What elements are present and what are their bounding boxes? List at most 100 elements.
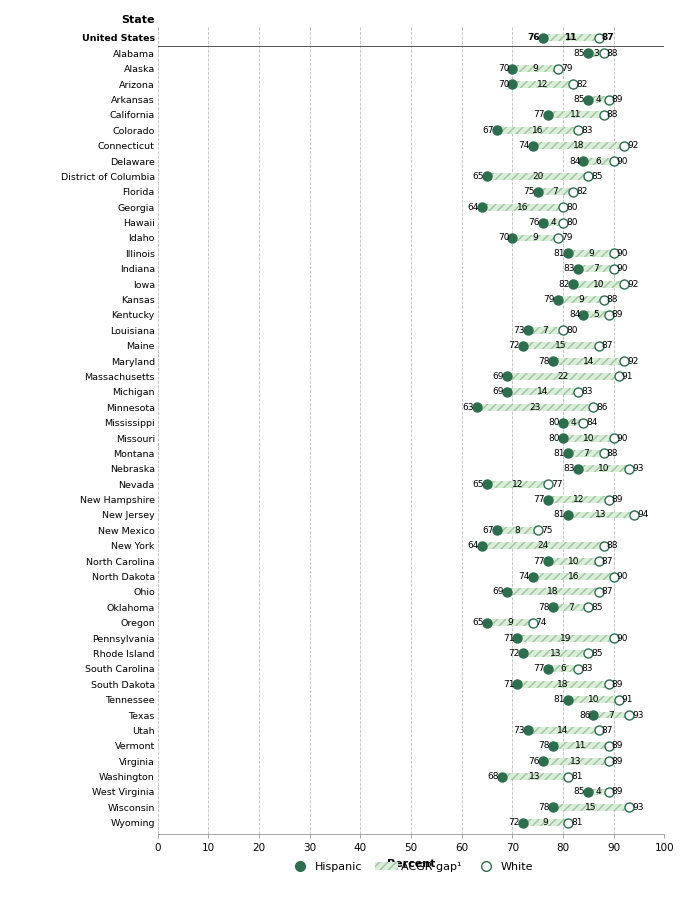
Bar [553, 804, 629, 811]
Text: 78: 78 [538, 357, 550, 366]
Bar [578, 265, 614, 272]
Bar [523, 650, 588, 657]
Text: 69: 69 [493, 372, 504, 381]
Text: 91: 91 [622, 695, 634, 704]
Text: 82: 82 [576, 80, 588, 89]
Bar [527, 727, 599, 734]
Bar [502, 773, 568, 780]
Text: 87: 87 [601, 726, 613, 735]
Text: 69: 69 [493, 587, 504, 596]
Text: 10: 10 [567, 556, 579, 565]
Bar [517, 680, 609, 688]
Bar [553, 358, 624, 364]
Bar [508, 589, 599, 595]
Bar [584, 158, 614, 165]
Bar [527, 327, 563, 333]
Text: 77: 77 [534, 556, 545, 565]
Bar [553, 604, 588, 611]
Bar [523, 342, 599, 349]
Bar [497, 127, 578, 134]
Text: 76: 76 [528, 757, 540, 766]
Text: 89: 89 [612, 95, 623, 104]
Text: 88: 88 [607, 295, 618, 304]
Text: 22: 22 [558, 372, 569, 381]
Text: 90: 90 [616, 265, 628, 274]
Text: 84: 84 [586, 419, 598, 427]
Text: 81: 81 [571, 772, 583, 781]
Bar [568, 450, 603, 457]
Bar [508, 373, 619, 380]
Text: 16: 16 [516, 203, 528, 212]
Bar [508, 589, 599, 595]
Text: 68: 68 [488, 772, 499, 781]
Text: 16: 16 [532, 126, 543, 135]
Text: 7: 7 [608, 710, 614, 719]
Text: 7: 7 [553, 188, 558, 197]
Bar [584, 312, 609, 318]
Bar [497, 527, 538, 534]
Text: 4: 4 [596, 787, 601, 796]
Bar [517, 680, 609, 688]
Text: 3: 3 [593, 49, 599, 58]
Bar [568, 512, 634, 518]
Text: 84: 84 [569, 157, 580, 166]
Bar [568, 450, 603, 457]
Text: 78: 78 [538, 602, 550, 612]
Text: 64: 64 [468, 541, 479, 550]
Bar [477, 404, 593, 410]
Text: 15: 15 [555, 342, 566, 351]
Text: 70: 70 [498, 234, 510, 243]
Text: 9: 9 [532, 234, 538, 243]
Text: 65: 65 [473, 172, 484, 181]
Text: 88: 88 [607, 111, 618, 120]
Text: 78: 78 [538, 741, 550, 750]
Text: 74: 74 [536, 618, 547, 627]
Text: 80: 80 [549, 434, 560, 442]
Bar [553, 804, 629, 811]
Bar [548, 111, 603, 119]
Text: 89: 89 [612, 757, 623, 766]
Text: 85: 85 [591, 602, 603, 612]
Text: 4: 4 [571, 419, 576, 427]
Bar [593, 711, 629, 718]
Text: 79: 79 [543, 295, 555, 304]
Text: 87: 87 [601, 556, 613, 565]
Bar [578, 466, 629, 472]
Text: 74: 74 [519, 141, 530, 150]
Bar [487, 481, 548, 487]
Bar [527, 727, 599, 734]
Text: 93: 93 [632, 710, 643, 719]
Bar [568, 696, 619, 703]
Text: 83: 83 [582, 126, 593, 135]
Text: 5: 5 [593, 311, 599, 320]
Text: 72: 72 [508, 649, 519, 658]
Text: 20: 20 [532, 172, 543, 181]
Text: 10: 10 [588, 695, 599, 704]
Text: 64: 64 [468, 203, 479, 212]
Bar [497, 127, 578, 134]
Text: 23: 23 [530, 403, 541, 411]
Text: 85: 85 [591, 649, 603, 658]
Bar [497, 527, 538, 534]
Bar [533, 142, 624, 149]
Text: 7: 7 [543, 326, 548, 335]
Text: 88: 88 [607, 449, 618, 458]
Text: 6: 6 [560, 664, 566, 673]
Text: 63: 63 [462, 403, 474, 411]
Text: 81: 81 [553, 449, 565, 458]
Text: 10: 10 [598, 464, 610, 473]
Text: 89: 89 [612, 495, 623, 504]
Bar [563, 435, 614, 441]
Text: 83: 83 [564, 265, 575, 274]
Text: 67: 67 [483, 525, 494, 535]
Bar [523, 819, 568, 826]
Text: 83: 83 [582, 664, 593, 673]
Bar [477, 404, 593, 410]
Text: 80: 80 [566, 218, 577, 227]
Text: 81: 81 [553, 695, 565, 704]
Bar [553, 358, 624, 364]
Bar [482, 543, 603, 549]
Bar [523, 650, 588, 657]
Bar [533, 142, 624, 149]
Bar [588, 788, 609, 795]
